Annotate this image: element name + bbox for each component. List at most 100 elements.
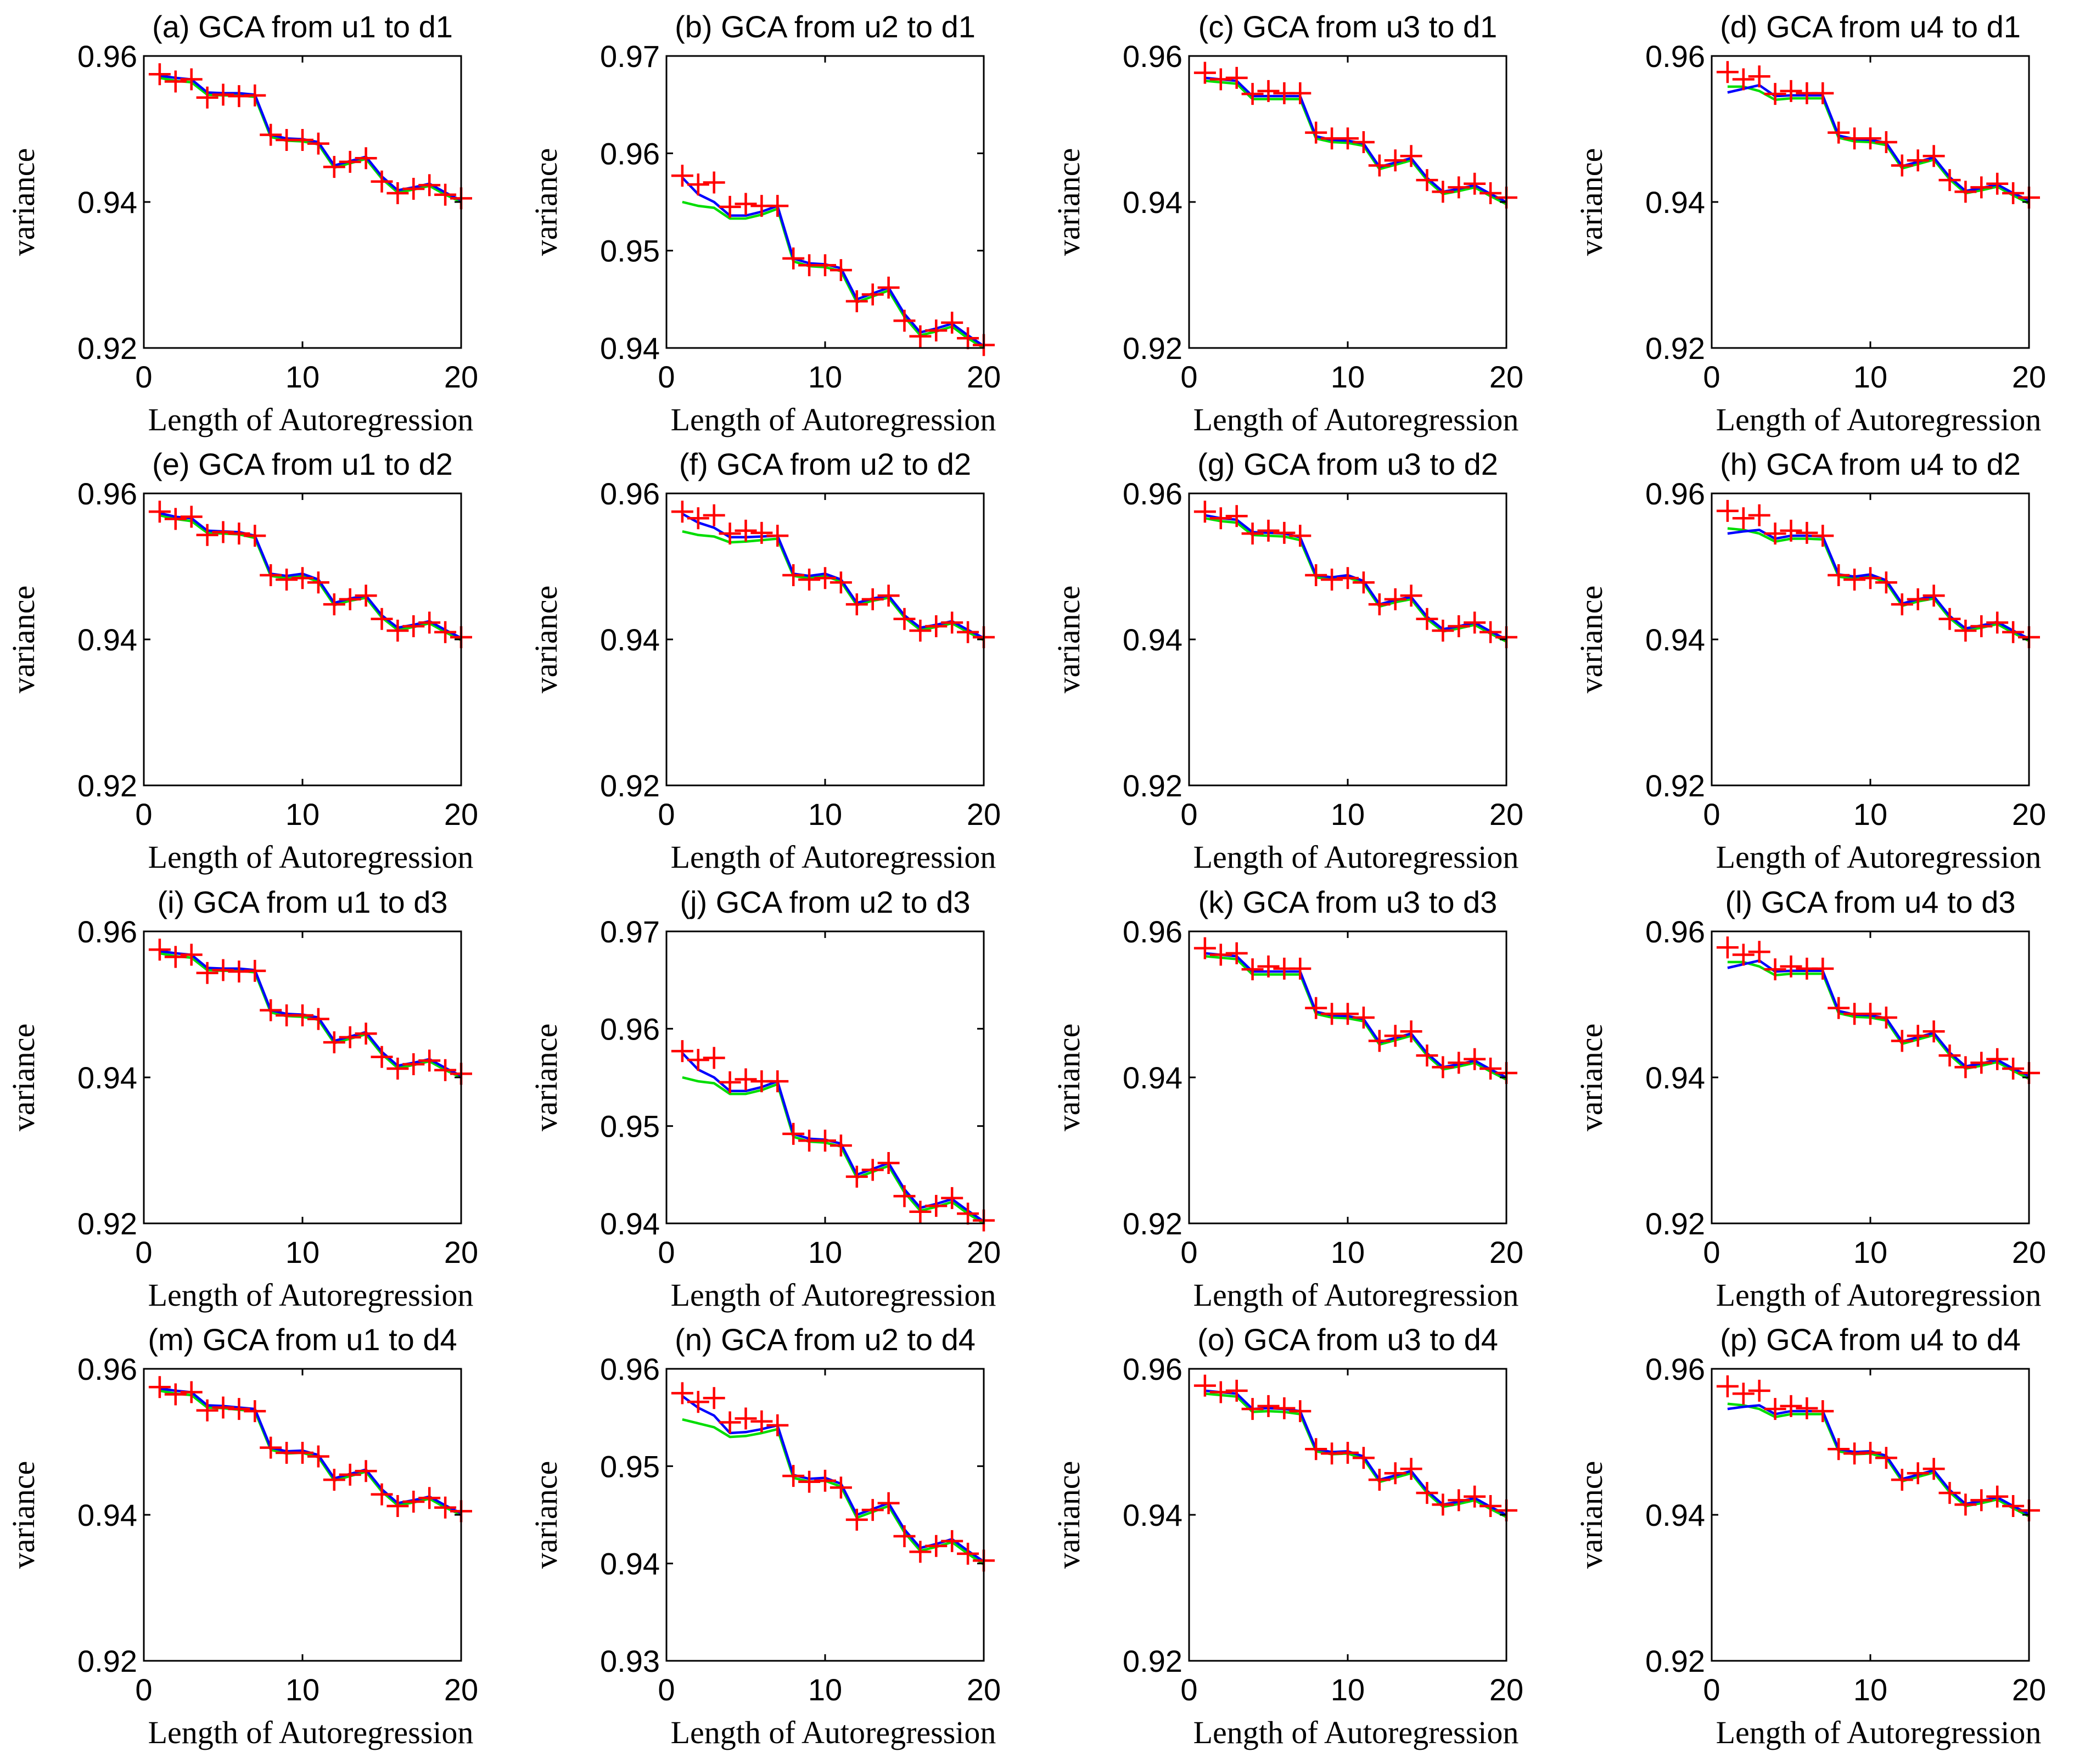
y-tick-label: 0.96 — [1645, 914, 1705, 949]
observed-marker — [1732, 943, 1755, 966]
observed-marker — [180, 1381, 203, 1403]
observed-marker — [1954, 181, 1977, 203]
axes-box — [1188, 930, 1507, 1224]
green-series-line — [1727, 85, 2029, 205]
observed-marker — [418, 1487, 441, 1509]
observed-marker — [260, 123, 282, 146]
x-tick-label: 0 — [1703, 1235, 1720, 1269]
x-tick-label: 20 — [967, 797, 1001, 832]
y-tick-label: 0.92 — [77, 1644, 137, 1678]
observed-marker — [1732, 1383, 1755, 1405]
observed-marker — [687, 507, 709, 530]
observed-marker — [1432, 1056, 1454, 1078]
observed-marker — [1907, 588, 1929, 610]
x-tick-label: 10 — [285, 1235, 320, 1269]
x-tick-label: 0 — [135, 1672, 152, 1707]
observed-marker — [735, 193, 757, 215]
x-tick-label: 0 — [135, 359, 152, 394]
observed-marker — [1812, 82, 1834, 104]
observed-marker — [1273, 1397, 1296, 1419]
observed-marker — [1859, 1003, 1881, 1025]
observed-marker — [2002, 1058, 2025, 1080]
observed-marker — [1780, 1395, 1802, 1417]
x-tick-label: 20 — [444, 1672, 478, 1707]
observed-marker — [1875, 131, 1897, 153]
observed-marker — [1241, 958, 1264, 981]
observed-marker — [339, 588, 361, 610]
observed-marker — [1748, 1379, 1770, 1402]
subplot-panel: (c) GCA from u3 to d1 0 10 20 0.92 0.94 0.96 Le… — [1051, 9, 1523, 437]
observed-marker — [1400, 585, 1422, 607]
observed-marker — [893, 1525, 916, 1548]
panel-title: (f) GCA from u2 to d2 — [679, 447, 971, 481]
x-tick-label: 10 — [1331, 797, 1365, 832]
observed-marker — [1875, 571, 1897, 594]
y-axis-label: variance — [1573, 148, 1609, 256]
observed-marker — [735, 1068, 757, 1091]
observed-marker — [1241, 83, 1264, 105]
observed-marker — [1225, 66, 1248, 89]
y-axis-label: variance — [5, 1024, 41, 1131]
panel-title: (i) GCA from u1 to d3 — [157, 885, 447, 919]
observed-marker — [276, 568, 298, 591]
observed-marker — [719, 523, 741, 545]
green-series-line — [682, 1418, 984, 1566]
y-tick-label: 0.96 — [1123, 1352, 1182, 1386]
observed-marker — [798, 568, 821, 591]
observed-marker — [212, 959, 234, 981]
observed-marker — [1875, 1006, 1897, 1029]
observed-marker — [829, 571, 852, 594]
observed-marker — [371, 1046, 393, 1068]
y-tick-label: 0.96 — [1123, 476, 1182, 511]
blue-series-line — [1727, 1404, 2029, 1515]
y-tick-label: 0.92 — [1645, 768, 1705, 803]
observed-marker — [671, 1382, 693, 1405]
observed-marker — [1970, 176, 1993, 199]
y-tick-label: 0.94 — [1645, 1060, 1705, 1095]
y-tick-label: 0.94 — [1645, 622, 1705, 657]
observed-marker — [1970, 1052, 1993, 1074]
observed-marker — [957, 327, 979, 350]
subplot-panel: (m) GCA from u1 to d4 0 10 20 0.92 0.94 0.96 Le… — [5, 1322, 478, 1750]
subplot-panel: (k) GCA from u3 to d3 0 10 20 0.92 0.94 0.96 Le… — [1051, 885, 1523, 1313]
observed-marker — [1400, 1458, 1422, 1480]
observed-marker — [1416, 1044, 1438, 1067]
x-tick-label: 10 — [808, 1235, 842, 1269]
x-tick-label: 20 — [1489, 359, 1523, 394]
observed-marker — [244, 525, 266, 547]
panel-title: (b) GCA from u2 to d1 — [675, 9, 976, 44]
observed-marker — [925, 1535, 948, 1557]
observed-marker — [782, 247, 805, 269]
x-axis-label: Length of Autoregression — [148, 839, 474, 875]
y-tick-label: 0.92 — [1123, 1206, 1182, 1241]
observed-marker — [1337, 1441, 1359, 1464]
axes-box — [665, 1368, 985, 1662]
observed-marker — [1209, 68, 1232, 91]
x-tick-label: 10 — [285, 797, 320, 832]
y-tick-label: 0.94 — [1123, 1060, 1182, 1095]
x-tick-label: 0 — [1180, 359, 1197, 394]
observed-marker — [766, 1070, 789, 1093]
observed-marker — [1305, 1438, 1327, 1460]
y-tick-label: 0.94 — [77, 622, 137, 657]
subplot-panel: (d) GCA from u4 to d1 0 10 20 0.92 0.94 0.96 Le… — [1573, 9, 2046, 437]
x-tick-label: 10 — [808, 797, 842, 832]
x-tick-label: 10 — [1853, 359, 1887, 394]
x-axis-label: Length of Autoregression — [671, 839, 996, 875]
x-tick-label: 10 — [1853, 797, 1887, 832]
observed-marker — [1954, 1056, 1977, 1078]
panel-title: (c) GCA from u3 to d1 — [1198, 9, 1498, 44]
axes-box — [1711, 1368, 2030, 1662]
observed-marker — [766, 1414, 789, 1436]
observed-marker — [355, 1023, 377, 1045]
observed-marker — [766, 525, 789, 547]
y-tick-label: 0.97 — [600, 39, 660, 74]
y-tick-label: 0.92 — [77, 331, 137, 366]
observed-marker — [355, 147, 377, 170]
x-tick-label: 20 — [2012, 1235, 2046, 1269]
y-tick-label: 0.96 — [77, 39, 137, 74]
axes-box — [1188, 55, 1507, 349]
observed-marker — [1764, 958, 1786, 981]
observed-marker — [687, 1391, 709, 1413]
observed-marker — [323, 156, 345, 178]
